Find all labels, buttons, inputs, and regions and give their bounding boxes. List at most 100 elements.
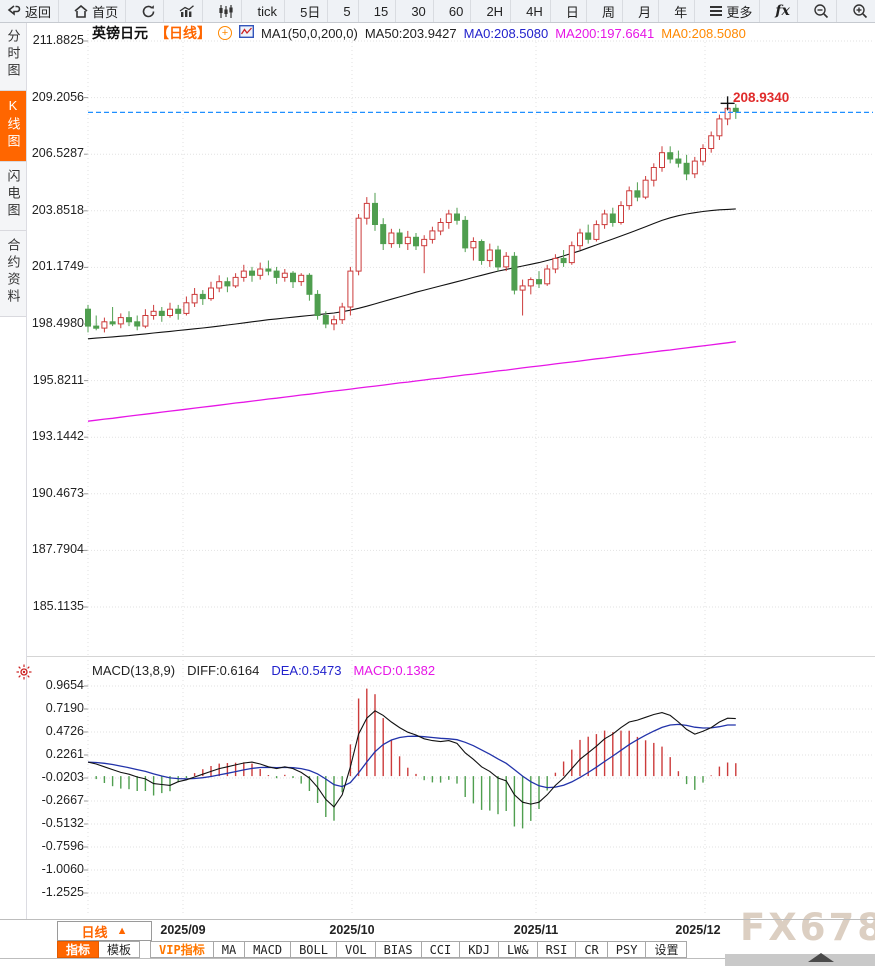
period-30min[interactable]: 30 [404,0,434,22]
tick-label: tick [257,3,278,19]
y-axis-label: 198.4980 [31,316,84,330]
period-week[interactable]: 周 [595,0,623,22]
ma-settings: MA1(50,0,200,0) [261,25,358,41]
more-button[interactable]: 更多 [703,0,761,22]
home-button[interactable]: 首页 [67,0,127,22]
y-axis-label: 193.1442 [31,429,84,444]
y-axis-label: 211.8825 [32,33,84,47]
x-axis-row: 日线 ▲ 2025/09 2025/10 2025/11 2025/12 [0,920,875,941]
tab-label: VOL [344,942,367,957]
tab-cci[interactable]: CCI [421,941,461,958]
tab-ma[interactable]: MA [213,941,246,958]
y-axis-label: 0.2261 [45,747,84,761]
period-4h[interactable]: 4H [519,0,551,22]
tab-rsi[interactable]: RSI [537,941,577,958]
indicator-settings-icon[interactable] [16,664,32,685]
sidebar-item-lightning[interactable]: 闪电图 [0,162,26,231]
y-axis-label: -1.0060 [41,861,84,876]
refresh-button[interactable] [134,0,165,22]
add-indicator-icon[interactable]: + [218,26,232,40]
y-axis-label: 201.1749 [31,259,84,274]
zoom-out-icon [813,3,829,19]
tab-label: KDJ [468,942,490,957]
refresh-icon [141,4,156,19]
y-axis-label: -0.7596 [41,838,84,853]
current-price-label: 208.9340 [733,90,790,105]
tab-psy[interactable]: PSY [607,941,647,958]
tab-template[interactable]: 模板 [99,941,141,958]
period-2h-label: 2H [486,3,504,19]
tab-label: LW& [506,942,529,957]
menu-icon [710,6,723,16]
area-chart-icon [179,4,195,18]
tab-macd[interactable]: MACD [245,941,292,958]
period-tick[interactable]: tick [251,0,285,22]
period-day-label: 日 [565,4,579,20]
period-15min[interactable]: 15 [367,0,397,22]
scroll-up-arrow-icon[interactable] [808,953,834,962]
period-2h[interactable]: 2H [479,0,512,22]
candlestick-icon [218,4,234,18]
tab-vol[interactable]: VOL [336,941,376,958]
back-button[interactable]: 返回 [0,0,60,22]
period-month[interactable]: 月 [631,0,660,22]
ma200-value: MA200:197.6641 [555,25,655,41]
y-axis-label: 203.8518 [31,202,84,217]
tab-label: 指标 [66,943,91,957]
sidebar-item-contract-info[interactable]: 合约资料 [0,231,26,317]
macd-header: MACD(13,8,9) DIFF:0.6164 DEA:0.5473 MACD… [92,663,435,678]
bottom-scrollbar[interactable] [725,953,875,966]
indicator-fx-button[interactable]: fx [768,0,798,22]
tab-label: BIAS [383,942,413,957]
tab-label: VIP指标 [159,943,205,957]
period-60min[interactable]: 60 [442,0,472,22]
y-axis-label: 190.4673 [31,485,84,500]
line-chart-button[interactable] [172,0,204,22]
tab-cr[interactable]: CR [576,941,608,958]
tab-indicator[interactable]: 指标 [57,941,100,958]
more-label: 更多 [726,4,753,20]
y-axis-label: 0.9654 [45,678,84,692]
mini-chart-icon[interactable] [238,24,255,41]
tab-label: MA [221,942,237,957]
back-label: 返回 [25,4,52,20]
period-year[interactable]: 年 [667,0,696,22]
tab-label: BOLL [299,942,328,957]
tab-kdj[interactable]: KDJ [460,941,499,958]
period-selector-button[interactable]: 日线 ▲ [57,921,152,941]
period-5min[interactable]: 5 [336,0,359,22]
sidebar-item-kline[interactable]: K线图 [0,91,26,162]
chevron-up-icon: ▲ [116,925,128,937]
period-selector-label: 日线 [81,924,108,940]
fx-icon: fx [775,3,790,19]
candle-chart-button[interactable] [211,0,243,22]
contract-info-label: 合约资料 [5,238,21,306]
tab-vip-indicator[interactable]: VIP指标 [150,941,214,958]
period-tag: 【日线】 [155,25,211,41]
tab-bias[interactable]: BIAS [375,941,422,958]
tab-settings[interactable]: 设置 [646,941,688,958]
zoom-in-button[interactable] [845,0,875,22]
y-axis-label: 185.1135 [32,599,84,613]
x-axis-label: 2025/09 [160,923,206,937]
x-axis-label: 2025/10 [329,923,375,937]
tab-label: 模板 [107,943,132,957]
sidebar-item-timeshare[interactable]: 分时图 [0,22,26,91]
period-day[interactable]: 日 [559,0,587,22]
period-5day[interactable]: 5日 [293,0,329,22]
y-axis-label: 209.2056 [31,89,84,104]
macd-value: MACD:0.1382 [353,663,436,678]
zoom-out-button[interactable] [806,0,837,22]
chart-type-sidebar: 分时图 K线图 闪电图 合约资料 [0,22,27,919]
lightning-label: 闪电图 [5,169,21,220]
tab-boll[interactable]: BOLL [291,941,337,958]
ma0-orange-value: MA0:208.5080 [661,25,746,41]
y-axis-label: -0.0203 [41,769,84,784]
x-axis-label: 2025/11 [513,923,559,937]
tab-lwr[interactable]: LW& [498,941,538,958]
period-5day-label: 5日 [300,4,321,20]
y-axis-label: 206.5287 [31,146,84,161]
period-month-label: 月 [638,4,652,20]
